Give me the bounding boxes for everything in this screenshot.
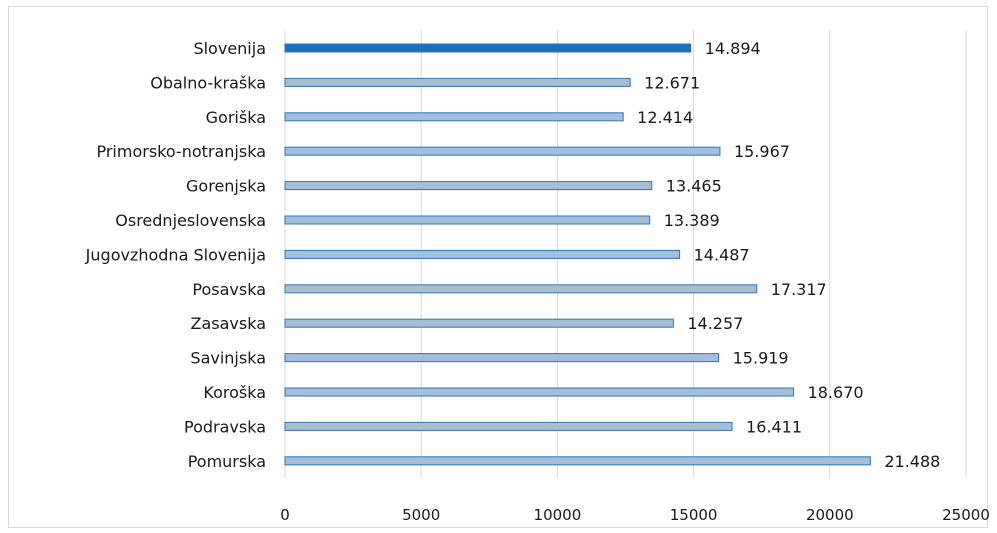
- x-tick-label: 25000: [942, 506, 990, 524]
- data-label: 13.389: [664, 211, 720, 230]
- bar: [284, 43, 692, 53]
- category-label: Slovenija: [193, 39, 266, 58]
- x-tick-label: 15000: [670, 506, 718, 524]
- category-label: Goriška: [206, 108, 266, 127]
- data-label: 13.465: [666, 177, 722, 196]
- bar: [284, 353, 720, 363]
- bar: [284, 318, 674, 328]
- bar: [284, 387, 795, 397]
- data-label: 15.967: [734, 142, 790, 161]
- category-label: Primorsko-notranjska: [96, 142, 266, 161]
- category-label: Koroška: [203, 383, 266, 402]
- category-label: Gorenjska: [186, 177, 266, 196]
- category-label: Savinjska: [190, 349, 266, 368]
- data-label: 16.411: [746, 417, 802, 436]
- x-tick-label: 10000: [534, 506, 582, 524]
- bar: [284, 249, 681, 259]
- data-label: 12.414: [637, 108, 693, 127]
- bar: [284, 421, 733, 431]
- bar: [284, 146, 721, 156]
- category-label: Obalno-kraška: [150, 73, 266, 92]
- bar: [284, 456, 871, 466]
- category-label: Pomurska: [188, 452, 266, 471]
- category-label: Posavska: [192, 280, 266, 299]
- bar: [284, 215, 651, 225]
- category-label: Podravska: [184, 417, 266, 436]
- x-tick-label: 5000: [402, 506, 440, 524]
- bar: [284, 112, 624, 122]
- data-label: 18.670: [808, 383, 864, 402]
- bar: [284, 181, 653, 191]
- data-label: 12.671: [644, 73, 700, 92]
- category-label: Jugovzhodna Slovenija: [85, 245, 266, 264]
- x-tick-label: 0: [280, 506, 290, 524]
- category-label: Zasavska: [191, 314, 267, 333]
- bar: [284, 77, 631, 87]
- bar: [284, 284, 758, 294]
- data-label: 14.257: [687, 314, 743, 333]
- data-label: 14.487: [694, 245, 750, 264]
- chart-frame: [8, 6, 988, 528]
- x-tick-label: 20000: [806, 506, 854, 524]
- category-label: Osrednjeslovenska: [115, 211, 266, 230]
- data-label: 17.317: [771, 280, 827, 299]
- data-label: 21.488: [884, 452, 940, 471]
- data-label: 15.919: [733, 349, 789, 368]
- data-label: 14.894: [705, 39, 761, 58]
